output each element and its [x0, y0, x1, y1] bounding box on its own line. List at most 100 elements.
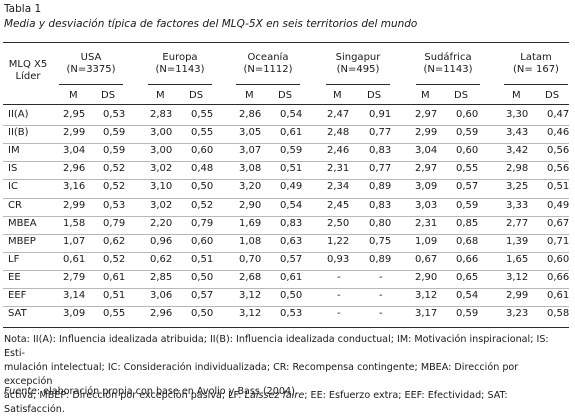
source-label: Fuente	[4, 386, 37, 397]
group-underline	[59, 84, 123, 85]
group-underline	[504, 84, 568, 85]
row-label: LF	[8, 253, 20, 265]
col-header-ds: DS	[189, 90, 204, 101]
value-m: 2,99	[506, 290, 529, 301]
value-ds: 0,51	[103, 290, 126, 301]
value-ds: 0,50	[191, 271, 214, 283]
group-name: Latam	[520, 52, 552, 63]
value-ds: 0,59	[456, 127, 479, 139]
value-ds: 0,58	[547, 308, 570, 320]
group-name: Europa	[162, 52, 198, 63]
value-ds: 0,83	[280, 217, 303, 229]
value-ds: 0,54	[280, 199, 303, 211]
value-m: 1,65	[506, 253, 529, 265]
value-ds: 0,54	[280, 109, 303, 120]
row-label: MBEA	[8, 217, 37, 229]
group-n: (N=1143)	[155, 64, 205, 75]
value-m: 2,45	[327, 199, 350, 211]
value-m: 3,06	[150, 290, 173, 301]
group-name: Oceanía	[247, 52, 289, 63]
value-m: 3,12	[239, 290, 262, 301]
value-m: 2,79	[63, 271, 86, 283]
value-ds: 0,59	[456, 199, 479, 211]
value-m: 0,67	[415, 253, 438, 265]
table-note: Nota: II(A): Influencia idealizada atrib…	[4, 333, 569, 417]
value-m: 3,04	[63, 145, 86, 157]
group-n: (N=1112)	[243, 64, 293, 75]
col-header-ds: DS	[545, 90, 560, 101]
row-separator	[3, 288, 569, 289]
value-m: 0,61	[63, 253, 86, 265]
value-ds: 0,60	[547, 253, 570, 265]
table-row: LF 0,61 0,52 0,62 0,51 0,70 0,57 0,93 0,89 0,67 0,…	[0, 253, 575, 271]
value-m: 2,46	[327, 145, 350, 157]
value-ds: 0,57	[456, 181, 479, 193]
value-ds: 0,53	[103, 199, 126, 211]
value-m: 0,96	[150, 235, 173, 247]
value-ds: 0,59	[280, 145, 303, 157]
value-m: 2,97	[415, 109, 438, 120]
value-m: 0,93	[327, 253, 350, 265]
value-m: -	[337, 290, 341, 301]
value-m: 3,17	[415, 308, 438, 320]
value-ds: 0,51	[191, 253, 214, 265]
row-label: II(A)	[8, 109, 29, 120]
value-ds: 0,52	[103, 181, 126, 193]
value-m: 3,23	[506, 308, 529, 320]
value-ds: 0,52	[103, 163, 126, 175]
table-row: II(A) 2,95 0,53 2,83 0,55 2,86 0,54 2,47 0,91 2,9…	[0, 108, 575, 126]
row-separator	[3, 143, 569, 145]
table-row: IC 3,16 0,52 3,10 0,50 3,20 0,49 2,34 0,89 3,09 0,…	[0, 180, 575, 198]
row-label-header-2: Líder	[15, 71, 41, 82]
table-row: MBEA 1,58 0,79 2,20 0,79 1,69 0,83 2,50 0,80 2,31…	[0, 217, 575, 235]
table-subtitle: Media y desviación típica de factores de…	[4, 18, 418, 30]
row-separator	[3, 179, 569, 181]
value-m: 2,90	[239, 199, 262, 211]
value-m: 1,69	[239, 217, 262, 229]
value-m: 2,20	[150, 217, 173, 229]
note-line-1: Nota: II(A): Influencia idealizada atrib…	[4, 334, 549, 359]
value-ds: 0,55	[191, 109, 214, 120]
value-ds: 0,59	[103, 127, 126, 139]
value-m: 3,12	[239, 308, 262, 320]
table-row: MBEP 1,07 0,62 0,96 0,60 1,08 0,63 1,22 0,75 1,09…	[0, 235, 575, 253]
value-m: 2,86	[239, 109, 262, 120]
value-m: 3,04	[415, 145, 438, 157]
value-ds: 0,89	[369, 253, 392, 265]
value-m: 1,22	[327, 235, 350, 247]
value-m: 3,02	[150, 199, 173, 211]
value-ds: 0,53	[103, 109, 126, 120]
value-m: 1,08	[239, 235, 262, 247]
value-ds: 0,55	[103, 308, 126, 320]
value-ds: -	[379, 308, 383, 320]
value-ds: 0,59	[456, 308, 479, 320]
value-ds: 0,61	[280, 271, 303, 283]
group-name: USA	[80, 52, 102, 63]
value-ds: 0,60	[191, 145, 214, 157]
value-ds: 0,91	[369, 109, 392, 120]
value-ds: 0,68	[456, 235, 479, 247]
value-ds: 0,83	[369, 145, 392, 157]
group-n: (N=495)	[336, 64, 380, 75]
value-m: 3,33	[506, 199, 529, 211]
value-ds: 0,77	[369, 163, 392, 175]
table-row: EE 2,79 0,61 2,85 0,50 2,68 0,61 - - 2,90 0,65 3,12…	[0, 271, 575, 289]
row-separator	[3, 269, 569, 271]
value-m: 2,99	[63, 199, 86, 211]
col-header-ds: DS	[454, 90, 469, 101]
col-header-m: M	[512, 90, 521, 101]
value-ds: 0,63	[280, 235, 303, 247]
row-label: EEF	[8, 290, 27, 301]
value-ds: 0,62	[103, 235, 126, 247]
value-ds: -	[379, 290, 383, 301]
value-ds: 0,54	[456, 290, 479, 301]
group-underline	[416, 84, 480, 85]
col-header-m: M	[69, 90, 78, 101]
group-underline	[148, 84, 212, 85]
value-m: 1,07	[63, 235, 86, 247]
value-ds: 0,75	[369, 235, 392, 247]
value-m: 3,43	[506, 127, 529, 139]
col-header-ds: DS	[367, 90, 382, 101]
value-m: 3,03	[415, 199, 438, 211]
group-n: (N=3375)	[66, 64, 116, 75]
